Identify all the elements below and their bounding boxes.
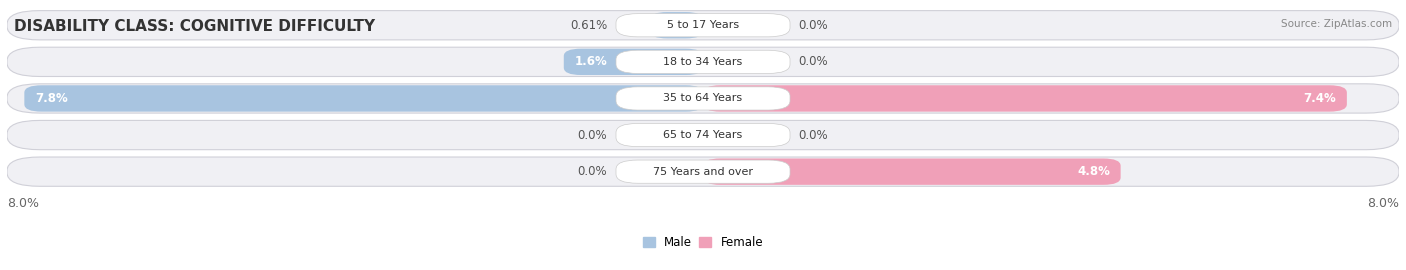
Text: 8.0%: 8.0% <box>1367 197 1399 210</box>
Text: DISABILITY CLASS: COGNITIVE DIFFICULTY: DISABILITY CLASS: COGNITIVE DIFFICULTY <box>14 19 375 34</box>
Text: 35 to 64 Years: 35 to 64 Years <box>664 93 742 103</box>
Text: 5 to 17 Years: 5 to 17 Years <box>666 20 740 30</box>
FancyBboxPatch shape <box>7 120 1399 150</box>
Text: 7.4%: 7.4% <box>1303 92 1337 105</box>
Legend: Male, Female: Male, Female <box>638 231 768 254</box>
FancyBboxPatch shape <box>24 85 703 112</box>
FancyBboxPatch shape <box>616 14 790 37</box>
Text: 7.8%: 7.8% <box>35 92 67 105</box>
FancyBboxPatch shape <box>616 123 790 147</box>
Text: 8.0%: 8.0% <box>7 197 39 210</box>
FancyBboxPatch shape <box>7 157 1399 186</box>
FancyBboxPatch shape <box>7 47 1399 76</box>
Text: 0.0%: 0.0% <box>799 129 828 141</box>
Text: 0.0%: 0.0% <box>799 19 828 32</box>
Text: 0.61%: 0.61% <box>569 19 607 32</box>
Text: 1.6%: 1.6% <box>574 55 607 68</box>
FancyBboxPatch shape <box>703 85 1347 112</box>
FancyBboxPatch shape <box>650 12 703 38</box>
FancyBboxPatch shape <box>564 49 703 75</box>
FancyBboxPatch shape <box>703 158 1121 185</box>
Text: Source: ZipAtlas.com: Source: ZipAtlas.com <box>1281 19 1392 29</box>
FancyBboxPatch shape <box>7 11 1399 40</box>
FancyBboxPatch shape <box>616 50 790 73</box>
Text: 0.0%: 0.0% <box>578 165 607 178</box>
Text: 75 Years and over: 75 Years and over <box>652 167 754 177</box>
Text: 0.0%: 0.0% <box>799 55 828 68</box>
FancyBboxPatch shape <box>616 87 790 110</box>
Text: 0.0%: 0.0% <box>578 129 607 141</box>
Text: 65 to 74 Years: 65 to 74 Years <box>664 130 742 140</box>
FancyBboxPatch shape <box>616 160 790 183</box>
FancyBboxPatch shape <box>7 84 1399 113</box>
Text: 4.8%: 4.8% <box>1077 165 1111 178</box>
Text: 18 to 34 Years: 18 to 34 Years <box>664 57 742 67</box>
